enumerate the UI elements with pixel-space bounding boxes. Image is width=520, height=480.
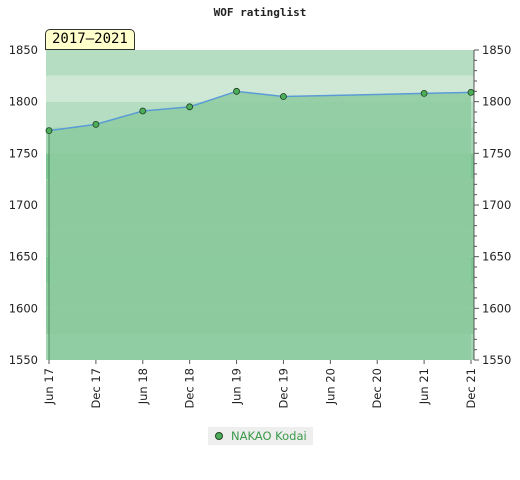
series-nakao-kodai: [45, 87, 475, 135]
x-tick-label: Dec 17: [89, 368, 103, 409]
x-tick-label: Jun 17: [42, 368, 56, 405]
legend-marker-icon: [215, 432, 223, 440]
data-point: [92, 121, 100, 128]
data-point: [280, 93, 287, 100]
x-tick-label: Jun 19: [230, 368, 244, 405]
y-tick-label-right: 1850: [482, 43, 511, 57]
x-tick-label: Jun 21: [417, 368, 431, 405]
y-tick-label-right: 1550: [482, 353, 511, 367]
data-point: [233, 87, 240, 95]
legend[interactable]: NAKAO Kodai: [208, 427, 313, 445]
y-tick-label-left: 1850: [9, 43, 38, 57]
y-tick-label-left: 1600: [9, 301, 38, 315]
y-tick-label-right: 1800: [482, 95, 511, 109]
data-point: [420, 90, 428, 97]
series-line: [48, 90, 472, 132]
y-tick-label-right: 1750: [482, 146, 511, 160]
y-tick-label-left: 1800: [9, 95, 38, 109]
x-axis: Jun 17 Dec 17 Jun 18 Dec 18 Jun 19 Dec 19 Jun …: [42, 360, 478, 409]
data-point: [139, 107, 147, 115]
chart-title: WOF ratinglist: [213, 6, 307, 19]
rating-area: [48, 91, 471, 360]
x-tick-label: Dec 20: [370, 368, 384, 409]
data-point: [467, 88, 475, 96]
x-tick-label: Dec 19: [276, 368, 290, 409]
x-tick-label: Jun 20: [323, 368, 337, 405]
y-axis-left: 1550 1600 1650 1700 1750 1800 1850: [9, 43, 38, 367]
y-tick-label-right: 1700: [482, 198, 511, 212]
y-tick-label-right: 1600: [482, 301, 511, 315]
legend-label: NAKAO Kodai: [231, 429, 307, 443]
data-point: [186, 103, 194, 111]
y-tick-label-left: 1750: [9, 146, 38, 160]
y-tick-label-right: 1650: [482, 250, 511, 264]
y-tick-label-left: 1550: [9, 353, 38, 367]
band-1825: [46, 50, 474, 76]
x-tick-label: Dec 18: [183, 368, 197, 409]
y-axis-right: 1550 1600 1650 1700 1750 1800 1850: [473, 43, 511, 367]
x-tick-label: Jun 18: [136, 368, 150, 405]
data-point: [45, 127, 53, 135]
x-tick-label: Dec 21: [464, 368, 478, 409]
area-fill: [49, 91, 471, 360]
y-tick-label-left: 1700: [9, 198, 38, 212]
y-tick-label-left: 1650: [9, 250, 38, 264]
period-badge: 2017–2021: [45, 29, 135, 50]
